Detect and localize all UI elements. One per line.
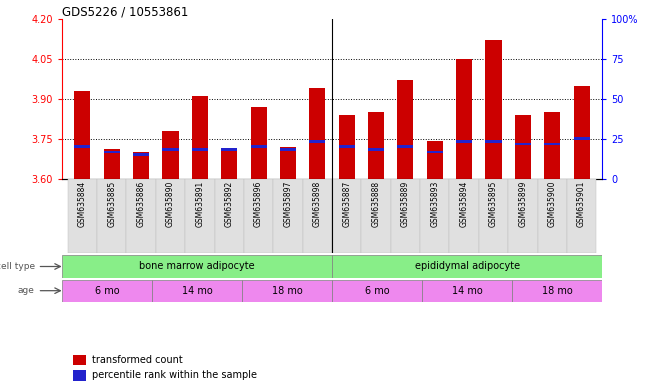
Bar — [456, 140, 472, 143]
Bar — [574, 137, 590, 140]
Bar — [544, 112, 561, 179]
Bar — [74, 91, 90, 179]
Bar — [515, 115, 531, 179]
Bar — [242, 280, 332, 302]
Bar — [449, 179, 479, 253]
Text: GSM635901: GSM635901 — [577, 181, 586, 227]
Bar — [280, 148, 296, 151]
Bar — [332, 255, 602, 278]
Bar — [74, 145, 90, 148]
Text: GSM635893: GSM635893 — [430, 181, 439, 227]
Text: GSM635900: GSM635900 — [547, 181, 557, 227]
Bar — [567, 179, 596, 253]
Text: GSM635892: GSM635892 — [225, 181, 234, 227]
Text: GSM635889: GSM635889 — [401, 181, 410, 227]
Bar — [368, 148, 384, 151]
Text: age: age — [18, 286, 35, 295]
Bar — [215, 179, 244, 253]
Text: percentile rank within the sample: percentile rank within the sample — [92, 370, 256, 381]
Bar — [162, 131, 178, 179]
Text: epididymal adipocyte: epididymal adipocyte — [415, 262, 519, 271]
Bar — [73, 370, 86, 381]
Bar — [479, 179, 508, 253]
Bar — [185, 179, 215, 253]
Text: 14 mo: 14 mo — [182, 286, 212, 296]
Bar — [456, 59, 472, 179]
Bar — [309, 140, 326, 143]
Bar — [104, 149, 120, 179]
Bar — [192, 96, 208, 179]
Bar — [574, 86, 590, 179]
Bar — [221, 148, 238, 151]
Bar — [97, 179, 126, 253]
Bar — [486, 40, 502, 179]
Text: GSM635888: GSM635888 — [372, 181, 381, 227]
Text: GSM635891: GSM635891 — [195, 181, 204, 227]
Bar — [486, 140, 502, 143]
Bar — [104, 151, 120, 154]
Text: GSM635885: GSM635885 — [107, 181, 117, 227]
Bar — [515, 142, 531, 146]
Bar — [133, 152, 149, 179]
Text: GSM635896: GSM635896 — [254, 181, 263, 227]
Bar — [126, 179, 156, 253]
Bar — [62, 280, 152, 302]
Bar — [280, 147, 296, 179]
Bar — [133, 153, 149, 156]
Text: 18 mo: 18 mo — [542, 286, 572, 296]
Bar — [62, 255, 332, 278]
Text: 14 mo: 14 mo — [452, 286, 482, 296]
Text: GSM635890: GSM635890 — [166, 181, 175, 227]
Bar — [332, 179, 361, 253]
Bar — [162, 148, 178, 151]
Text: 18 mo: 18 mo — [271, 286, 302, 296]
Bar — [361, 179, 391, 253]
Text: bone marrow adipocyte: bone marrow adipocyte — [139, 262, 255, 271]
Bar — [244, 179, 273, 253]
Text: GSM635899: GSM635899 — [518, 181, 527, 227]
Bar — [422, 280, 512, 302]
Bar — [426, 141, 443, 179]
Text: GSM635895: GSM635895 — [489, 181, 498, 227]
Bar — [420, 179, 449, 253]
Bar — [368, 112, 384, 179]
Bar — [309, 88, 326, 179]
Text: cell type: cell type — [0, 262, 35, 271]
Bar — [251, 107, 267, 179]
Bar — [152, 280, 242, 302]
Text: 6 mo: 6 mo — [94, 286, 119, 296]
Bar — [538, 179, 567, 253]
Bar — [339, 145, 355, 148]
Bar — [544, 142, 561, 146]
Bar — [512, 280, 602, 302]
Bar — [192, 148, 208, 151]
Bar — [273, 179, 303, 253]
Bar — [73, 355, 86, 365]
Bar — [303, 179, 332, 253]
Bar — [332, 280, 422, 302]
Bar — [397, 80, 413, 179]
Text: GSM635894: GSM635894 — [460, 181, 469, 227]
Bar — [426, 151, 443, 154]
Bar — [391, 179, 420, 253]
Text: 6 mo: 6 mo — [365, 286, 389, 296]
Bar — [339, 115, 355, 179]
Bar — [221, 149, 238, 179]
Bar — [508, 179, 538, 253]
Text: GSM635897: GSM635897 — [283, 181, 292, 227]
Text: transformed count: transformed count — [92, 355, 182, 365]
Bar — [251, 145, 267, 148]
Text: GSM635884: GSM635884 — [78, 181, 87, 227]
Text: GSM635886: GSM635886 — [137, 181, 146, 227]
Bar — [156, 179, 185, 253]
Bar — [397, 145, 413, 148]
Bar — [68, 179, 97, 253]
Text: GSM635898: GSM635898 — [313, 181, 322, 227]
Text: GSM635887: GSM635887 — [342, 181, 351, 227]
Text: GDS5226 / 10553861: GDS5226 / 10553861 — [62, 5, 188, 18]
